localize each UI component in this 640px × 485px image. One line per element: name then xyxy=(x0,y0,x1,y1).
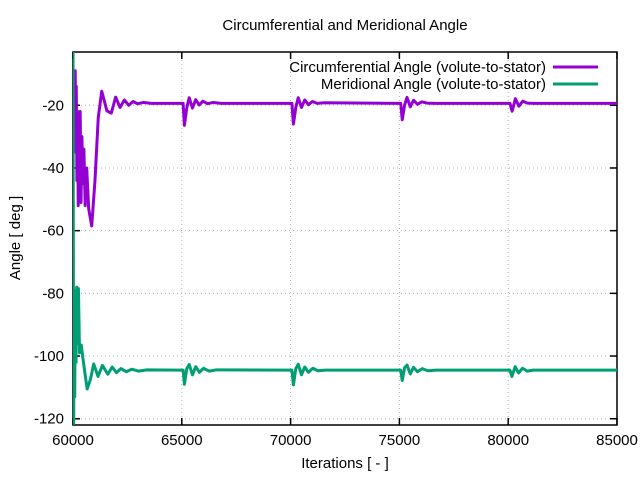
legend: Circumferential Angle (volute-to-stator)… xyxy=(289,59,598,93)
y-tick-label: -80 xyxy=(42,285,64,302)
y-axis-label: Angle [ deg ] xyxy=(7,196,24,280)
x-tick-label: 85000 xyxy=(596,432,638,449)
x-tick-label: 80000 xyxy=(487,432,529,449)
x-axis-label: Iterations [ - ] xyxy=(301,455,389,472)
y-tick-labels: -120 -100 -80 -60 -40 -20 xyxy=(34,97,64,427)
x-tick-label: 65000 xyxy=(161,432,203,449)
y-tick-label: -60 xyxy=(42,223,64,240)
y-tick-label: -120 xyxy=(34,411,64,428)
legend-label-meridional: Meridional Angle (volute-to-stator) xyxy=(321,76,546,93)
chart-title: Circumferential and Meridional Angle xyxy=(222,17,467,34)
y-tick-label: -100 xyxy=(34,348,64,365)
series-line-meridional xyxy=(73,52,617,425)
y-tick-label: -20 xyxy=(42,97,64,114)
y-tick-label: -40 xyxy=(42,160,64,177)
x-tick-label: 70000 xyxy=(270,432,312,449)
legend-label-circumferential: Circumferential Angle (volute-to-stator) xyxy=(289,59,546,76)
x-tick-labels: 60000 65000 70000 75000 80000 85000 xyxy=(52,432,638,449)
data-series xyxy=(73,52,617,425)
series-line-circumferential xyxy=(73,69,617,228)
grid-lines xyxy=(73,52,617,425)
x-tick-label: 75000 xyxy=(379,432,421,449)
x-tick-label: 60000 xyxy=(52,432,94,449)
